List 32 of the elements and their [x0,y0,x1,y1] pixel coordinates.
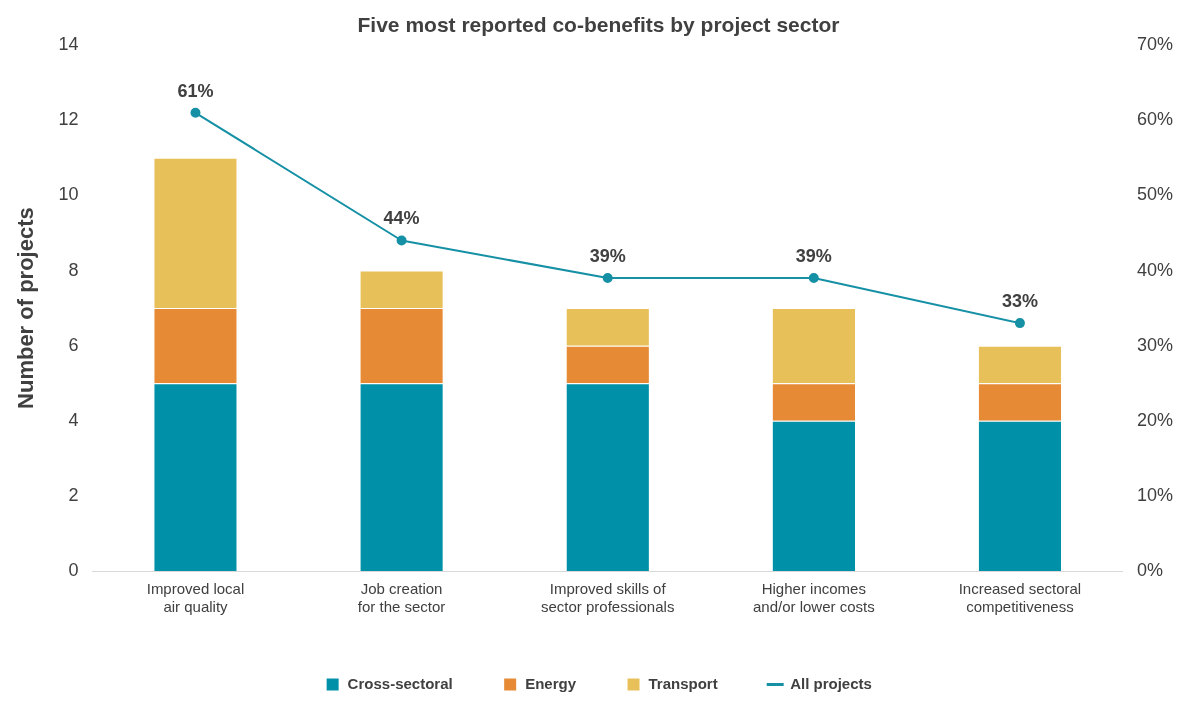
y2-tick-label: 30% [1136,334,1173,355]
data-label: 44% [383,208,420,229]
y-tick-label: 12 [58,109,79,130]
y2-tick-label: 60% [1136,109,1173,130]
legend-label: Transport [648,674,718,692]
data-label: 61% [177,80,214,101]
y-tick-label: 6 [68,334,79,355]
y2-tick-label: 0% [1136,559,1163,580]
legend-label: All projects [790,674,872,692]
y-tick-label: 2 [68,484,79,505]
data-label: 39% [589,246,626,267]
x-tick-label: Improved local air quality [146,580,245,616]
y2-tick-label: 70% [1136,34,1173,55]
data-label: 39% [795,246,832,267]
x-tick-label: Increased sectoral competitiveness [958,580,1082,616]
y2-tick-label: 40% [1136,259,1173,280]
data-label: 33% [1001,291,1038,312]
y2-tick-label: 50% [1136,184,1173,205]
y2-tick-label: 20% [1136,409,1173,430]
y-tick-label: 0 [68,559,79,580]
y-axis-title: Number of projects [13,207,39,409]
y-tick-label: 4 [68,409,79,430]
y-tick-label: 10 [58,184,79,205]
x-tick-label: Improved skills of sector professionals [540,580,675,616]
legend-label: Energy [525,674,577,692]
y-tick-label: 14 [58,34,79,55]
y2-tick-label: 10% [1136,484,1173,505]
y-tick-label: 8 [68,259,79,280]
x-tick-label: Job creation for the sector [357,580,446,616]
legend-label: Cross-sectoral [347,674,453,692]
x-tick-label: Higher incomes and/or lower costs [752,580,875,616]
chart-title: Five most reported co-benefits by project sector [357,13,840,37]
